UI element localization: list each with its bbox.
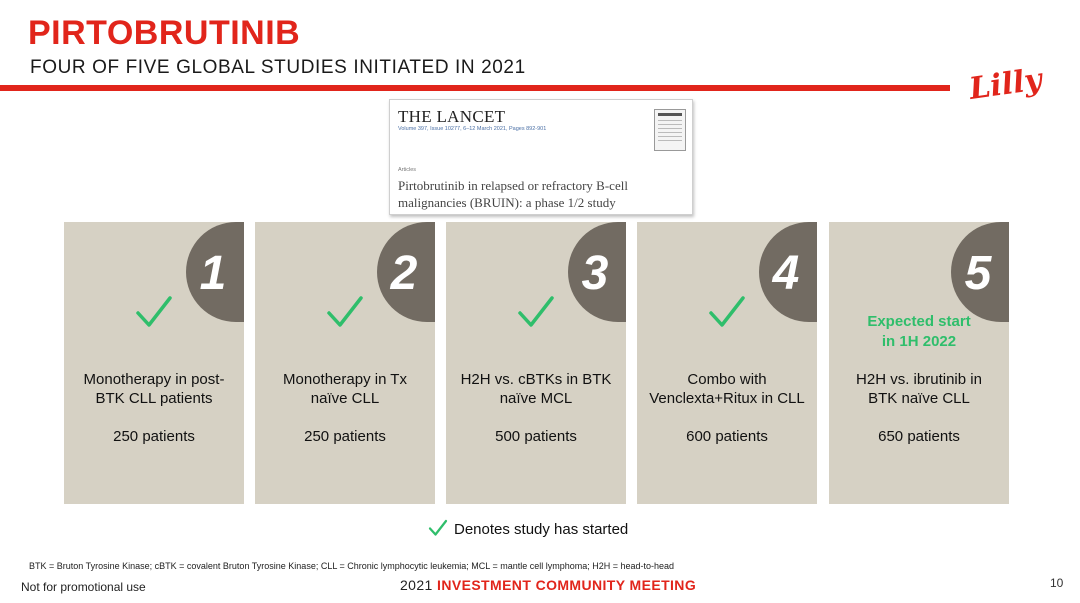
study-number: 1 — [199, 247, 227, 300]
lancet-section: Articles — [398, 167, 417, 173]
disclaimer: Not for promotional use — [21, 580, 146, 594]
slide-title: PIRTOBRUTINIB — [28, 14, 301, 52]
lancet-article-title: Pirtobrutinib in relapsed or refractory … — [398, 178, 628, 210]
footnote: BTK = Bruton Tyrosine Kinase; cBTK = cov… — [29, 561, 675, 571]
check-icon — [518, 296, 554, 327]
study-description: H2H vs. cBTKs in BTK naïve MCL — [460, 371, 612, 407]
study-patients: 250 patients — [113, 428, 195, 445]
check-icon — [136, 296, 172, 327]
lilly-logo: Lilly — [966, 62, 1046, 107]
study-patients: 250 patients — [304, 428, 386, 445]
legend-text: Denotes study has started — [454, 521, 629, 538]
study-number: 2 — [390, 247, 418, 300]
header-rule — [0, 85, 950, 91]
page-number: 10 — [1050, 576, 1064, 590]
study-card-2: 2 — [255, 222, 435, 504]
study-card-1: 1 — [64, 222, 244, 504]
check-icon — [709, 296, 745, 327]
lancet-volume: Volume 397, Issue 10277, 6–12 March 2021… — [398, 126, 547, 132]
lilly-logo-text: Lilly — [966, 62, 1046, 107]
study-description: Combo with Venclexta+Ritux in CLL — [649, 371, 805, 407]
study-description: Monotherapy in post-BTK CLL patients — [83, 371, 225, 407]
check-icon — [327, 296, 363, 327]
meeting-label: 2021 INVESTMENT COMMUNITY MEETING — [400, 577, 696, 593]
study-number: 5 — [964, 247, 992, 300]
study-description: H2H vs. ibrutinib in BTK naïve CLL — [856, 371, 982, 407]
study-card-3: 3 — [446, 222, 626, 504]
lancet-masthead: THE LANCET — [398, 107, 506, 126]
slide-subtitle: FOUR OF FIVE GLOBAL STUDIES INITIATED IN… — [30, 57, 526, 78]
study-card-4: 4 — [637, 222, 817, 504]
meeting-name: INVESTMENT COMMUNITY MEETING — [437, 577, 697, 593]
study-card-5: 5 — [829, 222, 1009, 504]
study-number: 3 — [581, 247, 609, 300]
lancet-article-card: THE LANCET Volume 397, Issue 10277, 6–12… — [389, 99, 693, 215]
study-patients: 500 patients — [495, 428, 577, 445]
study-number: 4 — [772, 247, 800, 300]
expected-start-label: Expected start in 1H 2022 — [867, 313, 971, 350]
check-icon — [428, 519, 448, 536]
study-patients: 650 patients — [878, 428, 960, 445]
meeting-year: 2021 — [400, 577, 433, 593]
study-patients: 600 patients — [686, 428, 768, 445]
study-description: Monotherapy in Tx naïve CLL — [283, 371, 407, 407]
lancet-cover-thumbnail — [654, 109, 686, 151]
